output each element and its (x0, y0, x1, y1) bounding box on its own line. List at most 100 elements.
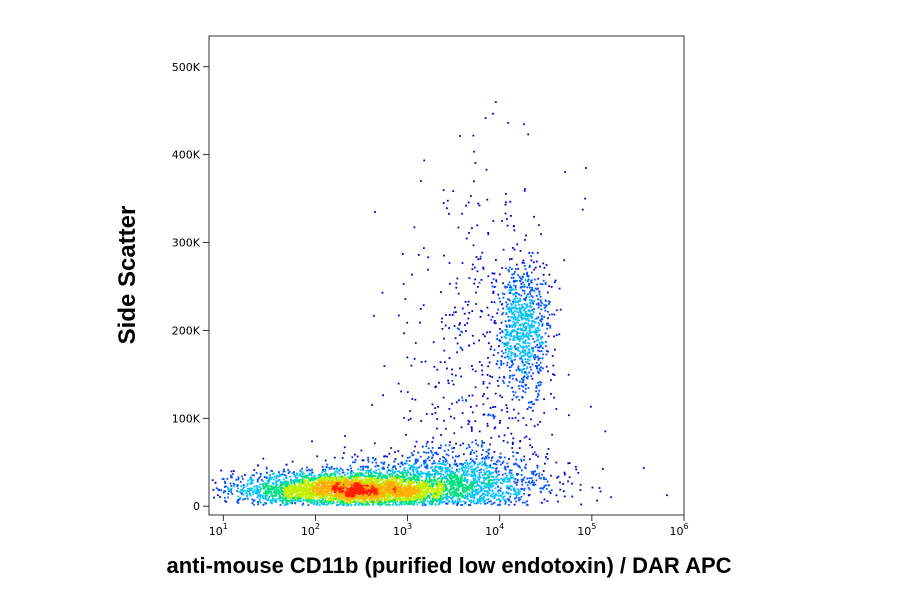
event-dot (451, 481, 454, 484)
event-dot (309, 472, 311, 475)
event-dot (322, 494, 325, 496)
event-dot (237, 487, 239, 490)
event-dot (417, 490, 419, 492)
event-dot (488, 487, 491, 490)
event-dot (392, 466, 394, 469)
event-dot (382, 474, 385, 476)
event-dot (332, 473, 335, 475)
event-dot (302, 502, 305, 505)
event-dot (336, 503, 338, 506)
event-dot (421, 490, 423, 493)
event-dot (463, 483, 465, 486)
event-dot (268, 496, 270, 499)
event-dot (475, 490, 477, 493)
event-dot (375, 501, 378, 503)
event-dot (378, 475, 381, 478)
event-dot (318, 491, 321, 494)
event-dot (496, 474, 499, 477)
event-dot (283, 497, 286, 500)
event-dot (497, 490, 499, 493)
event-dot (499, 500, 502, 503)
event-dot (323, 495, 325, 497)
event-dot (369, 485, 372, 488)
event-dot (412, 467, 415, 470)
event-dot (268, 480, 270, 483)
event-dot (445, 502, 447, 505)
event-dot (451, 500, 454, 503)
event-dot (273, 486, 276, 489)
event-dot (411, 496, 414, 499)
event-dot (338, 492, 341, 495)
event-dot (259, 500, 261, 502)
event-dot (386, 455, 388, 458)
event-dot (410, 483, 413, 486)
event-dot (384, 476, 387, 479)
event-dot (367, 483, 370, 486)
event-dot (363, 499, 366, 502)
event-dot (469, 482, 472, 485)
event-dot (392, 477, 395, 480)
event-dot (504, 472, 507, 475)
event-dot (438, 460, 441, 463)
event-dot (347, 488, 349, 491)
event-dot (514, 478, 517, 481)
event-dot (447, 495, 449, 498)
event-dot (388, 480, 390, 483)
event-dot (320, 496, 323, 499)
event-dot (347, 501, 350, 504)
event-dot (363, 485, 366, 487)
event-dot (513, 493, 516, 496)
event-dot (312, 484, 315, 486)
event-dot (507, 465, 509, 468)
event-dot (415, 492, 418, 495)
event-dot (346, 479, 349, 482)
event-dot (474, 467, 476, 470)
event-dot (433, 469, 435, 472)
event-dot (528, 477, 531, 479)
event-dot (329, 479, 332, 482)
event-dot (368, 489, 371, 492)
event-dot (473, 502, 476, 505)
event-dot (435, 453, 438, 455)
event-dot (354, 501, 357, 503)
event-dot (483, 490, 486, 492)
event-dot (408, 460, 411, 462)
event-dot (431, 495, 434, 498)
event-dot (348, 493, 351, 496)
event-dot (333, 477, 336, 480)
event-dot (340, 498, 343, 501)
event-dot (264, 482, 267, 484)
event-dot (410, 502, 413, 505)
event-dot (441, 484, 444, 487)
event-dot (460, 467, 463, 469)
event-dot (373, 493, 376, 496)
event-dot (424, 465, 427, 468)
event-dot (397, 477, 400, 479)
event-dot (325, 477, 328, 480)
event-dot (253, 469, 256, 471)
event-dot (242, 484, 245, 486)
event-dot (487, 479, 490, 482)
event-dot (458, 494, 460, 497)
event-dot (250, 478, 253, 481)
event-dot (329, 499, 331, 502)
event-dot (429, 467, 432, 469)
event-dot (352, 498, 355, 500)
event-dot (442, 500, 445, 503)
event-dot (288, 493, 290, 496)
event-dot (302, 481, 305, 484)
event-dot (374, 478, 376, 480)
event-dot (282, 494, 285, 497)
event-dot (470, 474, 472, 477)
event-dot (446, 497, 449, 500)
event-dot (325, 489, 328, 492)
event-dot (483, 492, 486, 495)
event-dot (251, 502, 254, 504)
event-dot (324, 480, 326, 483)
event-dot (248, 491, 251, 493)
event-dot (312, 479, 315, 481)
event-dot (460, 475, 463, 478)
event-dot (469, 492, 471, 495)
event-dot (330, 500, 333, 503)
